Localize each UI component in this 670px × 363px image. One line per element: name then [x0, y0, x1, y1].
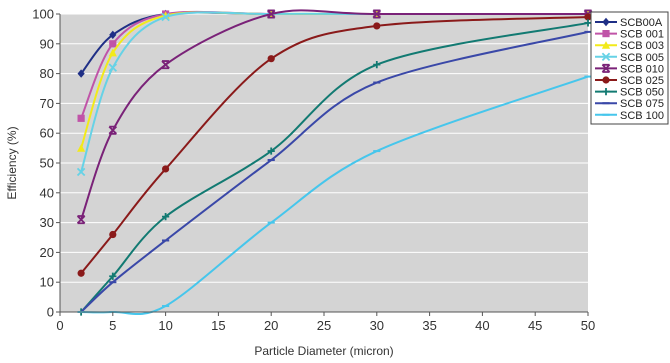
data-point [266, 9, 276, 19]
data-point [584, 19, 592, 27]
y-tick-label: 20 [40, 245, 54, 260]
legend-item: SCB 100 [595, 110, 664, 122]
legend-swatch-marker [602, 76, 610, 84]
legend-label: SCB 100 [620, 110, 664, 122]
x-tick-label: 50 [581, 318, 595, 333]
legend-swatch-marker [602, 17, 610, 27]
data-point [76, 167, 86, 177]
data-point [109, 272, 117, 280]
legend-swatch-marker [601, 41, 611, 49]
data-point [108, 125, 118, 135]
x-tick-labels: 0 5 10 15 20 25 30 35 40 45 50 [56, 312, 595, 333]
data-point [161, 60, 170, 70]
legend-swatch-marker [602, 30, 610, 38]
data-point [109, 230, 117, 239]
x-tick-label: 30 [370, 318, 384, 333]
data-point [109, 30, 117, 40]
y-tick-label: 70 [40, 96, 54, 111]
series-scb-025 [77, 13, 592, 277]
data-point [162, 165, 170, 173]
x-tick-label: 0 [56, 318, 63, 333]
x-tick-label: 35 [422, 318, 436, 333]
data-point [372, 9, 382, 19]
y-tick-label: 100 [32, 7, 54, 22]
legend-item: SCB 003 [595, 40, 664, 52]
legend-item: SCB 050 [595, 87, 664, 99]
data-point [161, 12, 170, 22]
y-tick-label: 40 [40, 185, 54, 200]
data-point [373, 61, 381, 69]
data-point [373, 22, 381, 30]
legend-label: SCB 003 [620, 40, 664, 52]
legend-label: SCB 075 [620, 98, 664, 110]
legend-label: SCB 010 [620, 63, 664, 75]
y-axis-title: Efficiency (%) [5, 126, 19, 199]
data-point [584, 13, 592, 21]
y-tick-label: 50 [40, 156, 54, 171]
legend-item: SCB 005 [595, 52, 664, 64]
y-tick-label: 10 [40, 275, 54, 290]
legend-swatch-marker [601, 63, 611, 73]
legend-item: SCB 010 [595, 63, 664, 75]
data-point [109, 40, 117, 48]
data-point [267, 55, 275, 63]
y-tick-label: 90 [40, 36, 54, 51]
x-tick-label: 20 [264, 318, 278, 333]
data-point [162, 213, 170, 221]
legend-label: SCB 005 [620, 52, 664, 64]
legend-item: SCB 075 [595, 98, 664, 110]
data-point [77, 269, 85, 277]
legend-swatch-marker [602, 88, 610, 96]
data-point [77, 69, 85, 78]
legend-item: SCB 025 [595, 75, 664, 87]
x-tick-label: 45 [528, 318, 542, 333]
legend-item: SCB00A [595, 17, 663, 29]
x-tick-label: 25 [317, 318, 331, 333]
legend-label: SCB 001 [620, 29, 664, 41]
data-point [108, 48, 117, 57]
x-tick-label: 15 [211, 318, 225, 333]
data-point [108, 63, 118, 72]
legend-swatch-marker [601, 52, 611, 62]
data-point [77, 144, 86, 152]
x-axis-title: Particle Diameter (micron) [254, 344, 393, 358]
x-tick-label: 10 [158, 318, 172, 333]
data-point [77, 114, 85, 122]
data-point [76, 215, 86, 225]
y-tick-label: 80 [40, 66, 54, 81]
y-tick-label: 0 [47, 305, 54, 320]
x-tick-label: 5 [109, 318, 116, 333]
series-scb-075 [77, 30, 592, 313]
x-tick-label: 40 [475, 318, 489, 333]
legend-label: SCB00A [620, 17, 663, 29]
legend-label: SCB 050 [620, 87, 664, 99]
data-point [267, 147, 275, 155]
y-tick-label: 60 [40, 126, 54, 141]
y-tick-label: 30 [40, 215, 54, 230]
legend-label: SCB 025 [620, 75, 664, 87]
series-scb-010 [76, 9, 593, 225]
legend-item: SCB 001 [595, 29, 664, 41]
y-tick-labels: 0 10 20 30 40 50 60 70 80 90 100 [32, 7, 60, 320]
